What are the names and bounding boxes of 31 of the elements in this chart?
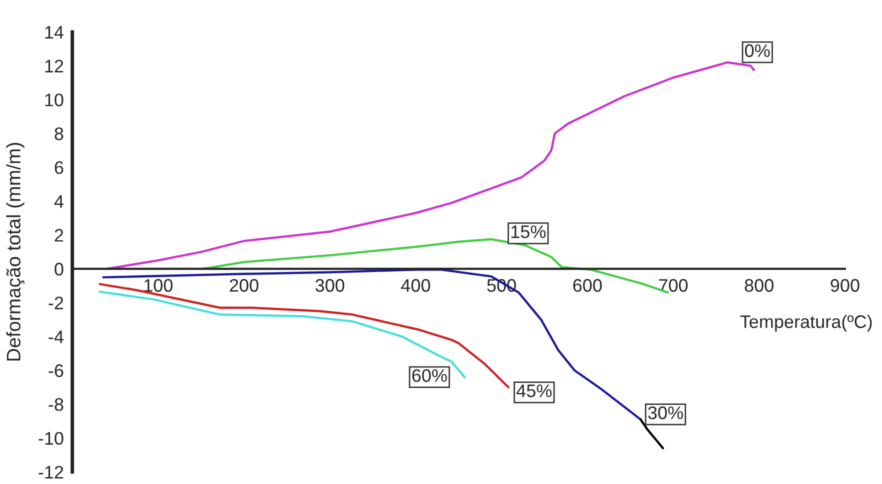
y-tick-label: -4 — [48, 330, 64, 344]
x-tick-label: 600 — [573, 279, 602, 292]
y-tick-label: -12 — [38, 466, 64, 478]
annotation: 15% — [511, 225, 546, 238]
y-tick-label: 6 — [54, 161, 64, 174]
x-tick-label: 300 — [315, 279, 344, 292]
y-tick-label: -8 — [48, 398, 64, 411]
line-series — [106, 61, 756, 270]
y-tick-label: 8 — [54, 127, 64, 140]
y-tick-label: -10 — [38, 432, 64, 445]
y-tick-label: -2 — [48, 296, 64, 310]
annotation: 60% — [412, 369, 447, 382]
y-tick-label: 14 — [45, 26, 64, 38]
x-tick-label: 800 — [744, 279, 774, 292]
annotation: 0% — [745, 44, 770, 58]
y-tick-label: -6 — [48, 364, 64, 378]
x-tick-label: 400 — [401, 279, 430, 292]
y-axis-title: Deformação total (mm/m) — [6, 142, 24, 361]
y-tick-label: 10 — [45, 94, 64, 106]
x-axis-title: Temperatura(ºC) — [740, 314, 872, 332]
x-tick-label: 700 — [659, 279, 688, 292]
y-tick-label: 0 — [54, 262, 64, 276]
y-tick-label: 12 — [45, 60, 64, 72]
x-tick-label: 200 — [230, 279, 258, 292]
annotation: 30% — [648, 406, 683, 420]
x-tick-label: 100 — [144, 279, 173, 292]
y-tick-label: 4 — [54, 195, 64, 208]
line-series — [102, 268, 642, 421]
annotation: 45% — [516, 384, 552, 398]
y-tick-label: 2 — [54, 228, 64, 242]
x-tick-label: 900 — [830, 279, 860, 292]
